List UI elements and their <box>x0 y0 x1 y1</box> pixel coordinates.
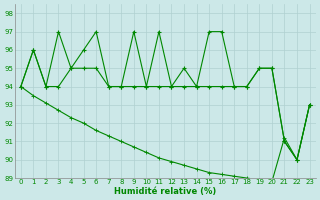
X-axis label: Humidité relative (%): Humidité relative (%) <box>114 187 216 196</box>
